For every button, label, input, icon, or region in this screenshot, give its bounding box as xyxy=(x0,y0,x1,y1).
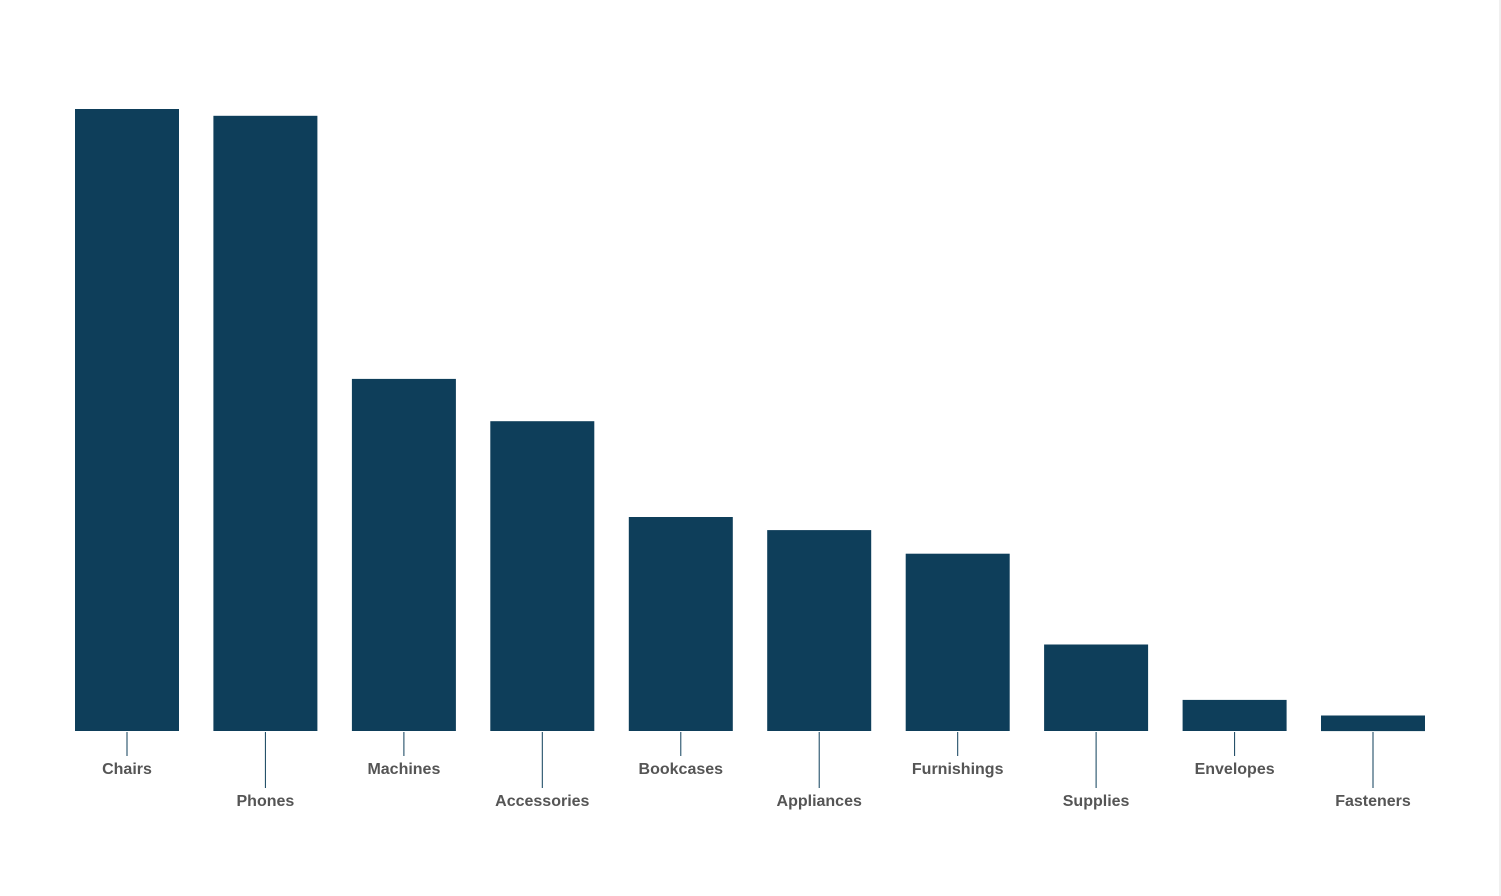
category-label-accessories: Accessories xyxy=(495,793,589,810)
category-label-appliances: Appliances xyxy=(777,793,862,810)
category-label-envelopes: Envelopes xyxy=(1195,761,1275,778)
bar-phones xyxy=(213,115,318,732)
category-label-supplies: Supplies xyxy=(1063,793,1130,810)
category-label-bookcases: Bookcases xyxy=(639,761,724,778)
bar-machines xyxy=(351,378,456,731)
category-labels-group: Chairs Phones Machines Accessories Bookcases… xyxy=(102,761,1411,810)
bar-fasteners xyxy=(1321,715,1425,732)
bar-chairs xyxy=(75,109,179,731)
category-label-chairs: Chairs xyxy=(102,761,152,778)
bar-envelopes xyxy=(1182,699,1287,731)
bar-accessories xyxy=(490,421,595,731)
category-label-furnishings: Furnishings xyxy=(912,761,1004,778)
bars-group xyxy=(75,109,1425,732)
bar-furnishings xyxy=(905,553,1010,731)
tick-lines-group xyxy=(126,732,1374,788)
category-label-phones: Phones xyxy=(237,793,295,810)
bar-supplies xyxy=(1044,644,1149,731)
bar-appliances xyxy=(767,530,872,731)
bar-bookcases xyxy=(628,517,733,731)
category-label-machines: Machines xyxy=(367,761,440,778)
category-label-fasteners: Fasteners xyxy=(1335,793,1411,810)
right-edge-divider xyxy=(1499,0,1501,896)
